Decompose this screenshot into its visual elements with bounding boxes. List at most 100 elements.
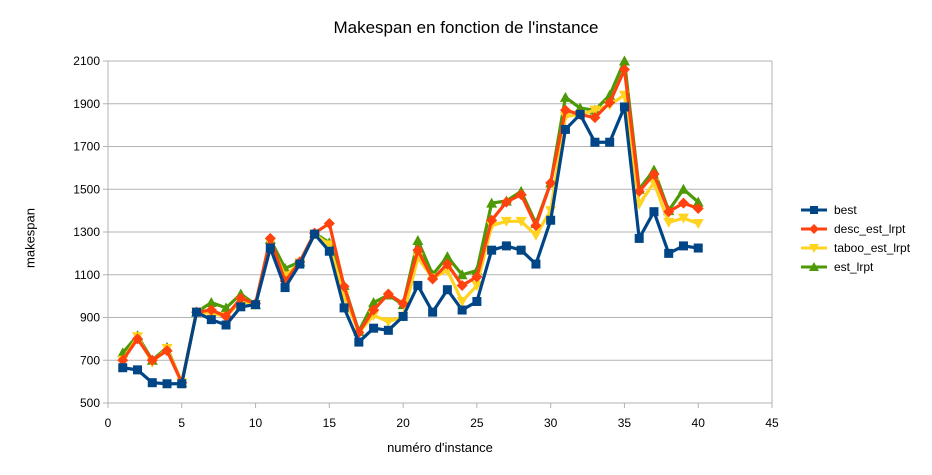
legend-label: taboo_est_lrpt [834, 240, 911, 255]
data-point-desc-est-lrpt [412, 244, 424, 256]
legend-label: best [834, 202, 857, 217]
series-line-desc-est-lrpt [121, 67, 699, 385]
legend-item-desc-est-lrpt: desc_est_lrpt [800, 219, 930, 238]
data-point-best [398, 311, 408, 321]
data-point-desc-est-lrpt [427, 273, 439, 285]
data-point-best [280, 283, 290, 293]
x-tick-label: 0 [105, 416, 112, 430]
data-point-est-lrpt [559, 91, 571, 102]
data-point-taboo-est-lrpt [382, 317, 394, 328]
data-point-best [590, 137, 600, 147]
data-point-taboo-est-lrpt [456, 296, 468, 307]
data-point-best [354, 337, 364, 347]
data-point-best [619, 102, 629, 112]
data-point-best [324, 246, 334, 256]
data-point-est-lrpt [412, 235, 424, 246]
legend-item-taboo-est-lrpt: taboo_est_lrpt [800, 238, 930, 257]
x-tick-label: 45 [765, 416, 779, 430]
data-point-desc-est-lrpt [515, 189, 527, 201]
data-point-desc-est-lrpt [589, 112, 601, 124]
data-point-best [605, 137, 615, 147]
data-point-best [413, 280, 423, 290]
y-tick-label: 1300 [73, 225, 100, 239]
data-point-best [664, 248, 674, 258]
x-tick-label: 15 [323, 416, 337, 430]
x-tick-label: 30 [544, 416, 558, 430]
data-point-best [206, 315, 216, 325]
x-tick-labels: 0 5 10 15 20 25 30 35 40 45 [105, 416, 779, 430]
x-tick-label: 25 [470, 416, 484, 430]
y-tick-label: 1900 [73, 97, 100, 111]
data-point-taboo-est-lrpt [471, 280, 483, 291]
x-tick-label: 40 [692, 416, 706, 430]
data-point-taboo-est-lrpt [589, 105, 601, 116]
data-point-est-lrpt [220, 302, 232, 313]
data-point-best [487, 245, 497, 255]
data-point-best [133, 365, 143, 375]
x-tick-label: 35 [618, 416, 632, 430]
data-point-desc-est-lrpt [456, 279, 468, 291]
legend-swatch [801, 223, 827, 234]
data-point-best [634, 233, 644, 243]
x-tick-label: 20 [396, 416, 410, 430]
data-point-best [162, 379, 172, 389]
legend-swatch [801, 205, 827, 214]
series-line-best [122, 105, 699, 386]
data-point-best [457, 305, 467, 315]
y-tick-label: 2100 [73, 54, 100, 68]
data-point-best [560, 124, 570, 134]
data-point-best [442, 285, 452, 295]
data-point-best [531, 259, 541, 269]
grid-lines [108, 60, 772, 404]
data-point-best [118, 363, 128, 373]
data-point-best [501, 241, 511, 251]
data-point-desc-est-lrpt [368, 304, 380, 316]
data-point-desc-est-lrpt [117, 354, 129, 366]
data-point-est-lrpt [677, 183, 689, 194]
data-point-desc-est-lrpt [486, 214, 498, 226]
data-point-best [295, 259, 305, 269]
data-point-est-lrpt [618, 55, 630, 66]
data-point-desc-est-lrpt [692, 202, 704, 214]
legend-item-est-lrpt: est_lrpt [800, 257, 930, 276]
data-point-est-lrpt [441, 251, 453, 262]
data-point-taboo-est-lrpt [500, 216, 512, 227]
data-point-desc-est-lrpt [146, 354, 158, 366]
data-point-best [251, 300, 261, 310]
y-tick-label: 1100 [74, 268, 100, 282]
data-point-best [236, 302, 246, 312]
data-point-desc-est-lrpt [530, 220, 542, 232]
data-point-desc-est-lrpt [338, 281, 350, 293]
series-group [117, 55, 704, 389]
y-tick-label: 900 [80, 311, 100, 325]
y-tick-label: 500 [80, 396, 100, 410]
data-point-best [649, 207, 659, 217]
data-point-desc-est-lrpt [677, 197, 689, 209]
data-point-taboo-est-lrpt [515, 216, 527, 227]
data-point-desc-est-lrpt [559, 104, 571, 116]
data-point-est-lrpt [205, 297, 217, 308]
data-point-best [472, 296, 482, 306]
axes [103, 60, 773, 408]
y-axis-label: makespan [22, 208, 38, 268]
data-point-taboo-est-lrpt [677, 213, 689, 224]
data-point-desc-est-lrpt [132, 333, 144, 345]
legend-item-best: best [800, 200, 930, 219]
data-point-best [516, 245, 526, 255]
y-tick-label: 1500 [73, 182, 100, 196]
data-point-desc-est-lrpt [618, 64, 630, 76]
data-point-taboo-est-lrpt [530, 230, 542, 241]
data-point-desc-est-lrpt [382, 288, 394, 300]
data-point-taboo-est-lrpt [323, 240, 335, 251]
series-line-est-lrpt [121, 59, 700, 385]
data-point-desc-est-lrpt [471, 271, 483, 283]
data-point-best [339, 303, 349, 313]
data-point-desc-est-lrpt [648, 168, 660, 180]
legend-label: desc_est_lrpt [834, 221, 906, 236]
legend-swatch [801, 261, 827, 271]
data-point-best [221, 320, 231, 330]
data-point-desc-est-lrpt [441, 258, 453, 270]
data-point-best [383, 325, 393, 335]
data-point-best [265, 243, 275, 253]
